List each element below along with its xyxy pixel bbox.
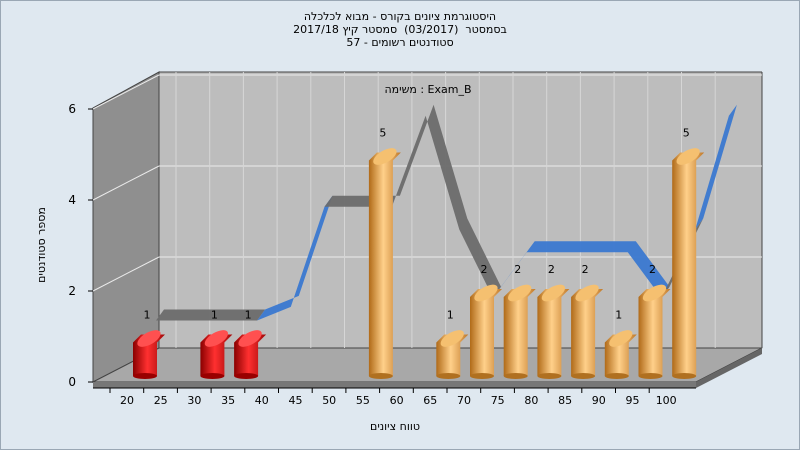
grid-line-side-4 xyxy=(92,165,160,201)
data-label-95: 2 xyxy=(649,263,656,276)
x-tick-label-85: 85 xyxy=(558,394,572,407)
data-label-30: 1 xyxy=(211,309,218,322)
bar-top-55 xyxy=(373,148,397,165)
bar-base-80 xyxy=(537,373,562,379)
bar-body-100 xyxy=(672,152,705,376)
x-tick-label-50: 50 xyxy=(322,394,336,407)
bar-30 xyxy=(200,330,233,379)
ribbon-segment-5 xyxy=(695,104,737,230)
title-line-2: בסמסטר (03/2017) סמסטר קיץ 2017/18 xyxy=(293,23,507,36)
bar-top-95 xyxy=(642,284,667,302)
bar-base-30 xyxy=(200,373,225,379)
data-label-75: 2 xyxy=(514,263,521,276)
bar-85 xyxy=(571,284,604,379)
x-axis-label: טווח ציונים xyxy=(370,420,420,433)
bar-top-80 xyxy=(541,284,566,302)
bar-90 xyxy=(604,330,637,379)
bars-group xyxy=(133,148,705,379)
bar-top-65 xyxy=(440,330,464,347)
x-tick-label-65: 65 xyxy=(423,394,437,407)
y-axis-ticks: 0 2 4 6 xyxy=(68,102,93,389)
bar-top-75 xyxy=(508,284,532,302)
data-label-70: 2 xyxy=(481,263,488,276)
x-tick-label-35: 35 xyxy=(221,394,235,407)
front-base xyxy=(93,382,696,388)
data-label-65: 1 xyxy=(447,309,454,322)
y-axis-label: מספר סטודנטים xyxy=(35,207,48,283)
data-label-85: 2 xyxy=(582,263,589,276)
x-axis-ticks: 20 25 30 35 40 45 50 55 60 65 70 75 80 85 90 95 100 xyxy=(93,387,696,407)
x-tick-label-90: 90 xyxy=(592,394,606,407)
bar-base-20 xyxy=(133,373,157,379)
y-tick-label-6: 6 xyxy=(68,102,76,116)
bar-base-70 xyxy=(470,373,494,379)
bar-body-55 xyxy=(368,152,401,376)
bar-top-70 xyxy=(474,284,498,302)
x-tick-label-60: 60 xyxy=(390,394,404,407)
bar-body-80 xyxy=(537,289,570,376)
bar-top-20 xyxy=(137,330,161,347)
ribbon-segment-1 xyxy=(257,195,333,321)
bar-base-35 xyxy=(234,373,259,379)
grid-line-side-2 xyxy=(92,256,160,292)
bar-100 xyxy=(672,148,705,379)
bar-55 xyxy=(368,148,401,379)
x-tick-label-20: 20 xyxy=(120,394,134,407)
chart-annotation: משימה : Exam_B xyxy=(384,83,471,96)
x-tick-label-100: 100 xyxy=(656,394,677,407)
bar-top-85 xyxy=(575,284,599,302)
y-tick-label-2: 2 xyxy=(68,284,76,298)
data-label-80: 2 xyxy=(548,263,555,276)
bar-top-30 xyxy=(204,330,229,347)
bar-body-70 xyxy=(470,289,502,376)
x-tick-label-55: 55 xyxy=(356,394,370,407)
bar-65 xyxy=(436,330,469,379)
bar-base-75 xyxy=(503,373,528,379)
title-line-3: סטודנטים רשומים - 57 xyxy=(346,36,454,49)
bar-base-85 xyxy=(571,373,596,379)
bar-top-35 xyxy=(238,330,262,347)
bar-body-95 xyxy=(638,289,671,376)
bar-body-75 xyxy=(503,289,536,376)
bar-top-100 xyxy=(676,148,700,165)
chart-title: היסטוגרמת ציונים בקורס - מבוא לכלכלה בסמ… xyxy=(0,10,800,49)
x-tick-label-95: 95 xyxy=(626,394,640,407)
data-label-90: 1 xyxy=(615,309,622,322)
bar-body-85 xyxy=(571,289,604,376)
data-labels-group: 1 1 1 5 1 2 2 2 2 1 2 5 xyxy=(144,127,690,322)
x-tick-label-25: 25 xyxy=(154,394,168,407)
x-tick-label-40: 40 xyxy=(255,394,269,407)
bar-95 xyxy=(638,284,671,379)
bar-base-95 xyxy=(638,373,663,379)
bar-top-90 xyxy=(609,330,633,347)
x-tick-label-70: 70 xyxy=(457,394,471,407)
right-base xyxy=(696,348,762,388)
x-tick-label-30: 30 xyxy=(187,394,201,407)
bar-70 xyxy=(470,284,502,379)
bar-base-90 xyxy=(604,373,629,379)
x-tick-label-45: 45 xyxy=(289,394,303,407)
ribbon-segment-2 xyxy=(324,104,501,298)
x-tick-label-75: 75 xyxy=(491,394,505,407)
y-tick-label-4: 4 xyxy=(68,193,76,207)
x-tick-label-80: 80 xyxy=(524,394,538,407)
data-label-55: 5 xyxy=(379,127,386,140)
data-label-100: 5 xyxy=(683,127,690,140)
bar-35 xyxy=(234,330,267,379)
data-label-35: 1 xyxy=(245,309,252,322)
bar-80 xyxy=(537,284,570,379)
bar-base-55 xyxy=(368,373,393,379)
bar-20 xyxy=(133,330,165,379)
bar-base-65 xyxy=(436,373,461,379)
bar-base-100 xyxy=(672,373,697,379)
y-tick-label-0: 0 xyxy=(68,375,76,389)
data-label-20: 1 xyxy=(144,309,151,322)
ribbon-segment-0 xyxy=(156,309,266,321)
grid-line-side-6 xyxy=(92,74,160,110)
title-line-1: היסטוגרמת ציונים בקורס - מבוא לכלכלה xyxy=(303,10,497,23)
bar-75 xyxy=(503,284,536,379)
